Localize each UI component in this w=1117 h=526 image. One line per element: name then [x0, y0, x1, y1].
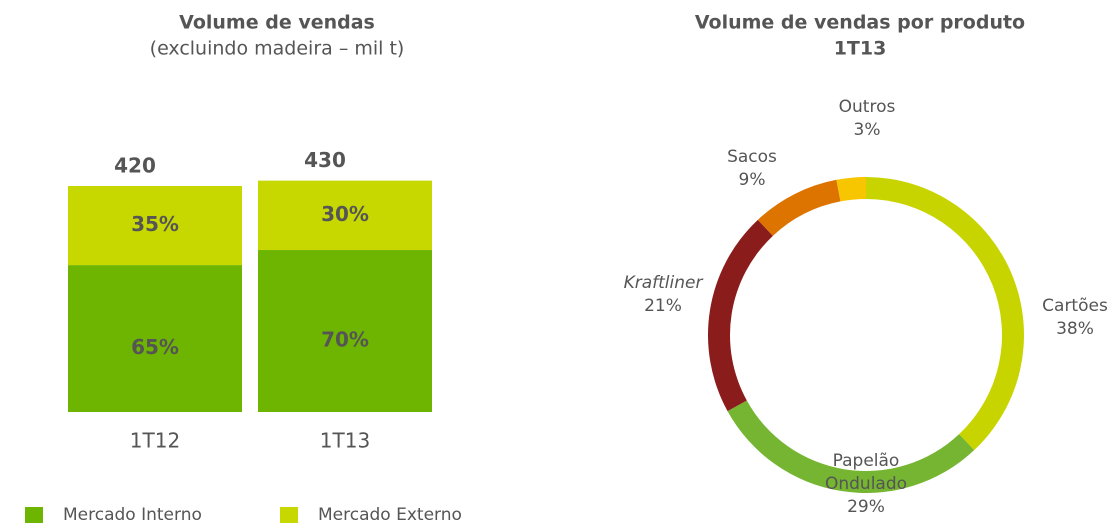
donut-segment — [708, 219, 773, 412]
donut-title: Volume de vendas por produto — [695, 12, 1025, 34]
donut-segment — [727, 400, 975, 493]
total-label: 420 — [114, 154, 156, 178]
data-label: 29% — [847, 497, 885, 517]
data-label: 70% — [321, 328, 369, 352]
bar-segment — [258, 180, 432, 251]
donut-label: Outros 3% — [812, 96, 922, 142]
donut-subtitle: 1T13 — [834, 38, 887, 60]
bar-segment — [68, 186, 242, 266]
category-label: Papelão Ondulado — [824, 451, 908, 494]
data-label: 21% — [644, 296, 682, 316]
legend-swatch — [280, 507, 298, 523]
category-label: Kraftliner — [623, 273, 703, 293]
total-label: 430 — [304, 148, 346, 172]
bar-segment — [68, 265, 242, 412]
data-label: 35% — [131, 212, 179, 236]
bar-segment — [258, 250, 432, 412]
data-label: 38% — [1056, 319, 1094, 339]
donut-label: Kraftliner 21% — [608, 272, 718, 318]
x-tick-label: 1T12 — [130, 429, 180, 453]
donut-segment — [836, 177, 866, 202]
donut-label: Sacos 9% — [697, 146, 807, 192]
category-label: Cartões — [1042, 296, 1108, 316]
donut-segment — [866, 177, 1024, 451]
category-label: Sacos — [727, 147, 777, 167]
donut-label: Papelão Ondulado 29% — [811, 450, 921, 519]
legend-label: Mercado Interno — [63, 505, 202, 525]
data-label: 9% — [738, 170, 766, 190]
legend-label: Mercado Externo — [318, 505, 462, 525]
donut-segment — [757, 179, 841, 236]
donut-label: Cartões 38% — [1020, 295, 1117, 341]
bar-title: Volume de vendas — [179, 12, 375, 34]
legend-swatch — [25, 507, 43, 523]
category-label: Outros — [838, 97, 896, 117]
data-label: 65% — [131, 335, 179, 359]
data-label: 3% — [853, 120, 881, 140]
data-label: 30% — [321, 202, 369, 226]
x-tick-label: 1T13 — [320, 429, 370, 453]
bar-subtitle: (excluindo madeira – mil t) — [150, 38, 405, 60]
